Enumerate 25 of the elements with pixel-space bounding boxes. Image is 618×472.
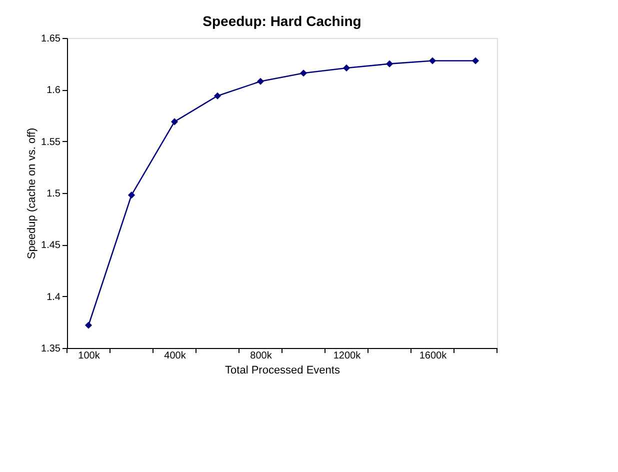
- y-tick-label: 1.35: [41, 344, 61, 354]
- x-tick-label: 800k: [250, 350, 273, 362]
- y-tick-label: 1.65: [41, 34, 61, 44]
- point: [342, 64, 350, 72]
- point: [256, 78, 264, 85]
- point: [300, 70, 308, 77]
- x-axis-title: Total Processed Events: [225, 364, 340, 376]
- chart-title: Speedup: Hard Caching: [202, 13, 362, 29]
- point: [128, 192, 136, 199]
- point: [214, 92, 222, 100]
- y-tick-label: 1.5: [46, 188, 61, 200]
- point: [472, 57, 480, 64]
- y-tick-label: 1.4: [46, 292, 61, 303]
- x-tick-label: 400k: [164, 350, 187, 362]
- point: [386, 60, 394, 68]
- point: [428, 57, 436, 64]
- point: [84, 322, 92, 329]
- x-tick-label: 100k: [78, 350, 101, 362]
- y-tick-label: 1.55: [41, 136, 61, 148]
- point: [170, 118, 178, 126]
- x-tick-label: 1600k: [419, 350, 448, 362]
- y-axis-title: Speedup (cache on vs. off): [26, 128, 38, 260]
- x-tick-label: 1200k: [333, 350, 362, 362]
- y-tick-label: 1.45: [41, 240, 61, 252]
- y-tick-label: 1.6: [46, 85, 61, 96]
